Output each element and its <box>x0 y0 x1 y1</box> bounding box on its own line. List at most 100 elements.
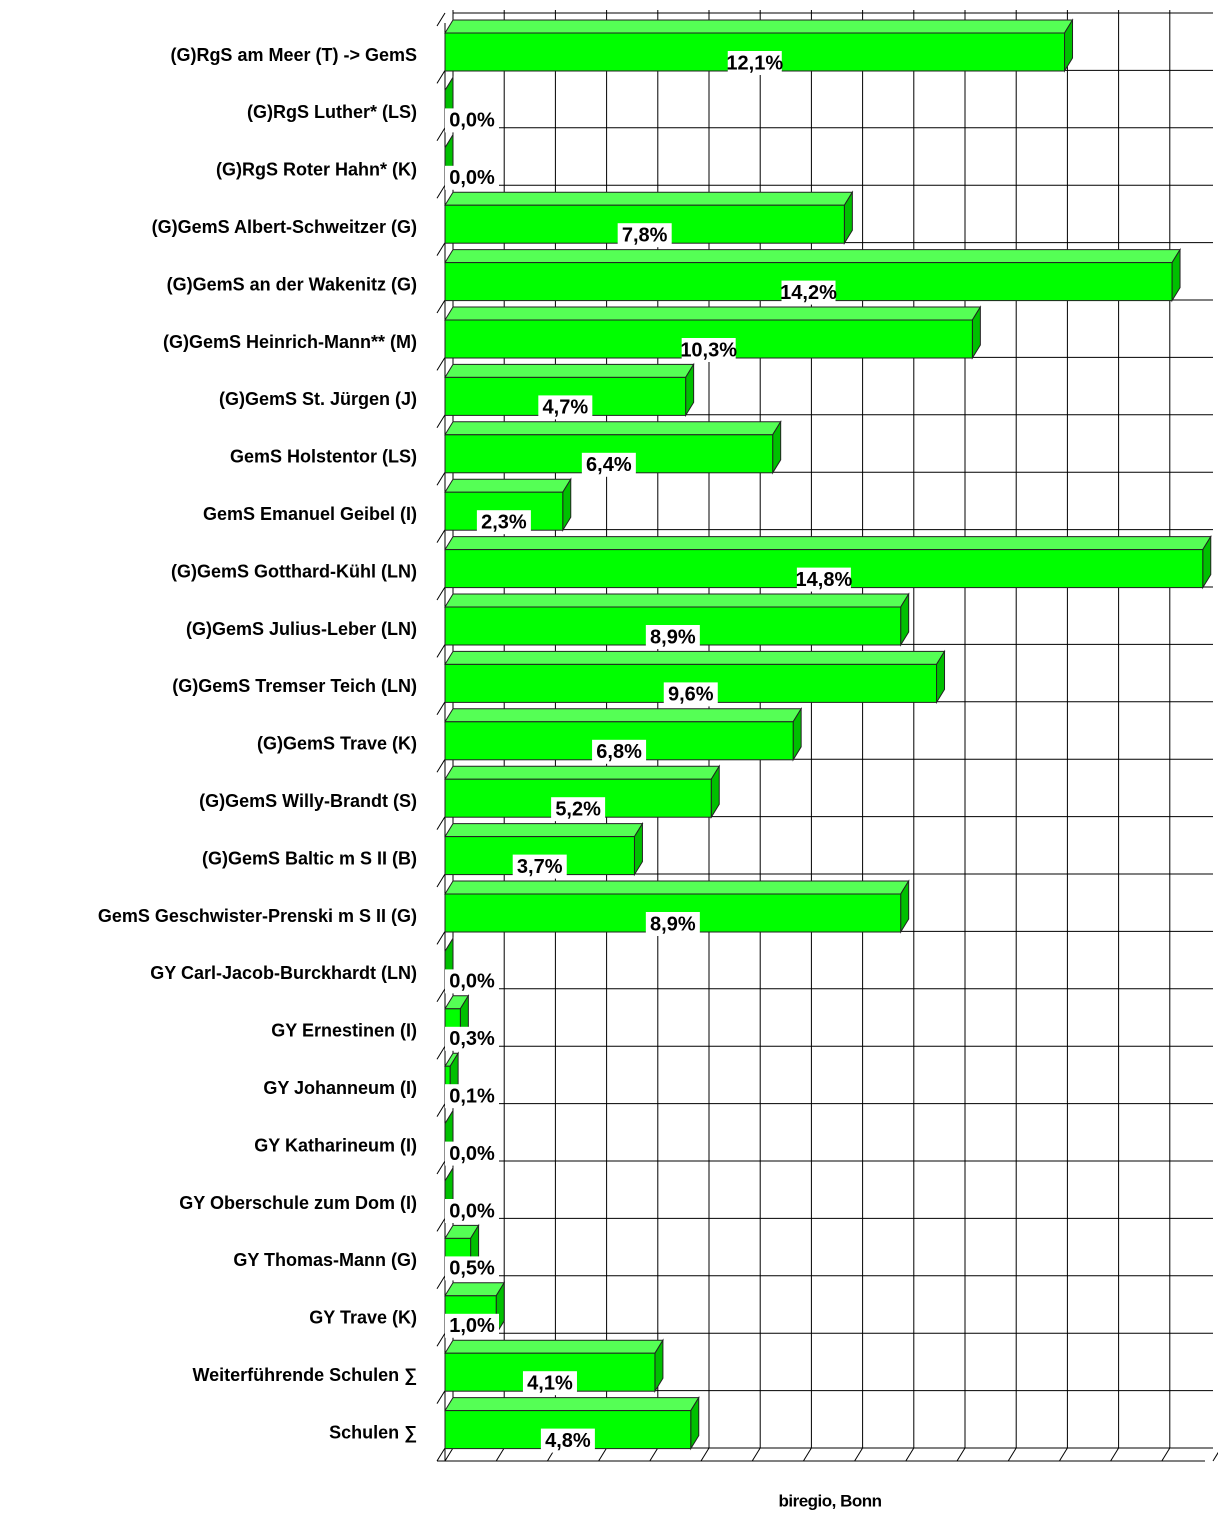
value-label-bg <box>445 1084 499 1109</box>
value-label-bg <box>445 1199 499 1223</box>
value-label: 6,4% <box>586 454 632 476</box>
value-label-bg <box>445 165 499 190</box>
row-tick <box>436 242 446 256</box>
category-label: (G)GemS Willy-Brandt (S) <box>199 791 417 811</box>
value-label-bg <box>445 108 499 133</box>
category-label: (G)RgS Luther* (LS) <box>247 102 417 122</box>
value-label-bg <box>540 1428 595 1453</box>
row-tick <box>436 586 446 601</box>
row-tick <box>436 127 446 142</box>
value-label: 0,0% <box>449 971 495 993</box>
category-label: GY Thomas-Mann (G) <box>233 1250 417 1270</box>
category-label: (G)GemS an der Wakenitz (G) <box>167 274 417 294</box>
value-label: 4,8% <box>545 1430 591 1452</box>
value-label: 5,2% <box>555 798 601 820</box>
category-label: Weiterführende Schulen ∑ <box>192 1365 417 1385</box>
value-label: 6,8% <box>596 741 642 763</box>
value-label-bg <box>538 395 593 420</box>
row-tick <box>436 873 446 888</box>
category-label: (G)GemS Gotthard-Kühl (LN) <box>171 561 417 581</box>
value-label-bg <box>445 969 499 994</box>
row-tick <box>436 70 446 84</box>
bar-top <box>444 880 910 895</box>
category-label: (G)GemS Heinrich-Mann** (M) <box>163 332 417 352</box>
row-tick <box>436 529 446 543</box>
row-tick <box>436 1275 446 1290</box>
bar-top <box>444 306 982 321</box>
value-label-bg <box>681 338 736 362</box>
category-label: GemS Geschwister-Prenski m S II (G) <box>98 906 417 926</box>
row-tick <box>436 1218 446 1232</box>
bar-top <box>444 1397 700 1412</box>
category-label: GY Trave (K) <box>309 1308 417 1328</box>
tick-mark <box>444 1447 454 1462</box>
category-label: GY Ernestinen (I) <box>271 1021 417 1041</box>
bar-top <box>444 191 854 206</box>
tick-mark <box>495 1447 505 1462</box>
row-tick <box>436 931 446 945</box>
row-tick <box>436 357 446 371</box>
row-tick <box>436 414 446 429</box>
row-tick <box>436 1332 446 1347</box>
row-tick <box>436 1103 446 1117</box>
tick-mark <box>1161 1447 1171 1462</box>
value-label-bg <box>617 223 672 248</box>
value-label: 4,7% <box>543 397 589 419</box>
tick-mark <box>598 1447 608 1462</box>
bar-top <box>444 421 782 436</box>
bar-top <box>444 363 695 378</box>
category-label: GemS Emanuel Geibel (I) <box>203 504 417 524</box>
value-label-bg <box>476 510 531 535</box>
value-label: 0,0% <box>449 167 495 189</box>
value-label-bg <box>581 452 636 477</box>
bar-top <box>444 1282 506 1297</box>
value-label: 1,0% <box>449 1315 495 1337</box>
value-label: 0,0% <box>449 1143 495 1165</box>
category-label: GY Johanneum (I) <box>263 1078 417 1098</box>
category-label: GemS Holstentor (LS) <box>230 447 417 467</box>
value-label: 0,0% <box>449 1200 495 1222</box>
value-label-bg <box>796 567 851 592</box>
bar-top <box>444 708 803 723</box>
tick-mark <box>700 1447 710 1462</box>
value-label-bg <box>445 1256 499 1281</box>
bar-top <box>444 536 1212 551</box>
bar <box>444 247 1181 303</box>
row-tick <box>436 1447 446 1462</box>
row-tick <box>436 184 446 199</box>
row-tick <box>436 1160 446 1175</box>
bar-top <box>444 823 644 838</box>
bar-top <box>444 478 572 493</box>
tick-mark <box>1212 1451 1218 1462</box>
value-label: 0,3% <box>449 1028 495 1050</box>
value-label-bg <box>645 625 700 649</box>
value-label-bg <box>727 51 782 75</box>
category-label: (G)RgS am Meer (T) -> GemS <box>170 45 417 65</box>
value-label-bg <box>445 1141 499 1166</box>
bar <box>444 477 572 532</box>
tick-mark <box>1110 1447 1120 1462</box>
value-label: 7,8% <box>622 224 668 246</box>
source: biregio, Bonn <box>778 1491 881 1510</box>
row-tick <box>436 1045 446 1060</box>
value-label-bg <box>645 912 700 936</box>
row-tick <box>436 471 446 486</box>
row-tick <box>436 1390 446 1404</box>
category-label: (G)GemS Julius-Leber (LN) <box>186 619 417 639</box>
value-label: 14,8% <box>796 569 853 591</box>
value-label-bg <box>445 1026 499 1051</box>
tick-mark <box>1007 1447 1017 1462</box>
value-label: 2,3% <box>481 511 527 533</box>
value-label-bg <box>592 739 647 764</box>
category-label: (G)GemS Trave (K) <box>257 734 417 754</box>
tick-mark <box>854 1447 864 1462</box>
value-label-bg <box>522 1371 577 1396</box>
category-label: (G)GemS Albert-Schweitzer (G) <box>152 217 417 237</box>
category-label: GY Katharineum (I) <box>254 1135 417 1155</box>
tick-mark <box>1058 1447 1068 1462</box>
value-label: 0,5% <box>449 1258 495 1280</box>
bar-top <box>444 249 1181 264</box>
bar-top <box>444 19 1074 34</box>
value-label-bg <box>663 682 718 707</box>
